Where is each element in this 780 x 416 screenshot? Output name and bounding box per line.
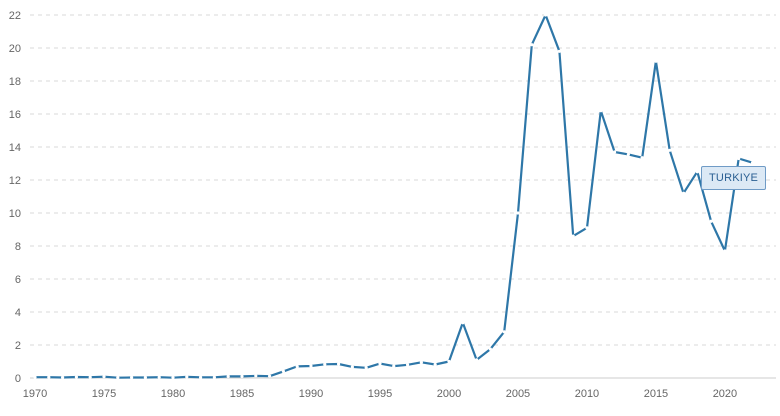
- y-tick-label: 0: [15, 373, 21, 385]
- data-point: [295, 364, 299, 369]
- gridlines: [30, 14, 776, 346]
- data-point: [33, 375, 37, 379]
- data-point: [737, 156, 741, 161]
- x-tick-label: 1980: [161, 388, 185, 400]
- data-point: [516, 211, 520, 215]
- data-point: [723, 249, 727, 253]
- data-point: [447, 359, 451, 364]
- x-tick-label: 2005: [506, 388, 530, 400]
- data-point: [364, 366, 368, 370]
- data-point: [267, 374, 272, 378]
- data-point: [681, 191, 686, 195]
- y-tick-label: 18: [9, 76, 21, 88]
- data-point: [309, 364, 313, 368]
- data-point: [599, 109, 603, 113]
- data-point: [474, 358, 479, 362]
- data-point: [392, 364, 396, 368]
- data-point: [129, 375, 134, 380]
- data-point: [226, 374, 230, 378]
- y-tick-label: 20: [9, 43, 21, 55]
- x-tick-label: 1995: [368, 388, 392, 400]
- series-turkiye: [35, 13, 753, 379]
- data-point: [612, 150, 617, 154]
- data-point: [143, 375, 147, 380]
- data-point: [502, 330, 506, 334]
- data-point: [543, 13, 548, 17]
- data-point: [433, 362, 437, 367]
- data-points: [33, 13, 755, 380]
- x-tick-label: 2015: [644, 388, 668, 400]
- x-tick-label: 2010: [575, 388, 599, 400]
- data-point: [488, 347, 492, 351]
- data-point: [74, 375, 78, 379]
- data-point: [654, 59, 658, 63]
- y-tick-label: 22: [9, 10, 21, 22]
- data-point: [640, 156, 644, 160]
- data-point: [185, 375, 189, 379]
- series-line: [35, 13, 753, 379]
- data-point: [336, 362, 341, 366]
- data-point: [47, 375, 51, 379]
- data-point: [240, 374, 244, 378]
- y-tick-label: 8: [15, 241, 21, 253]
- y-tick-label: 2: [15, 340, 21, 352]
- data-point: [668, 148, 672, 152]
- data-point: [212, 375, 216, 379]
- x-tick-label: 2020: [713, 388, 737, 400]
- data-point: [198, 375, 203, 379]
- data-point: [419, 360, 423, 364]
- data-point: [695, 170, 699, 174]
- y-tick-label: 6: [15, 274, 21, 286]
- data-point: [102, 375, 106, 379]
- data-point: [585, 226, 589, 230]
- data-point: [530, 43, 534, 47]
- x-tick-label: 1975: [92, 388, 116, 400]
- data-point: [60, 375, 65, 380]
- data-point: [405, 363, 410, 367]
- data-point: [254, 374, 258, 378]
- x-tick-label: 2000: [437, 388, 461, 400]
- data-point: [709, 219, 713, 223]
- data-point: [750, 161, 755, 165]
- data-point: [116, 376, 120, 380]
- data-point: [461, 321, 465, 325]
- data-point: [350, 365, 354, 369]
- data-point: [88, 375, 92, 379]
- x-tick-label: 1985: [230, 388, 254, 400]
- x-tick-label: 1990: [299, 388, 323, 400]
- data-point: [378, 362, 382, 366]
- data-point: [557, 49, 561, 53]
- series-label: TURKIYE: [701, 166, 767, 190]
- data-point: [571, 234, 575, 238]
- data-point: [626, 152, 630, 157]
- data-point: [323, 362, 327, 366]
- y-tick-label: 10: [9, 208, 21, 220]
- x-axis-ticks: 1970 1975 1980 1985 1990 1995 2000 2005 2010 2015…: [23, 388, 737, 400]
- y-tick-label: 12: [9, 175, 21, 187]
- data-point: [171, 376, 175, 380]
- y-axis-ticks: 0 2 4 6 8 10 12 14 16 18 20 22: [9, 10, 21, 385]
- data-point: [157, 375, 161, 379]
- data-point: [281, 369, 285, 373]
- y-tick-label: 16: [9, 109, 21, 121]
- y-tick-label: 4: [15, 307, 21, 319]
- y-tick-label: 14: [9, 142, 21, 154]
- x-tick-label: 1970: [23, 388, 47, 400]
